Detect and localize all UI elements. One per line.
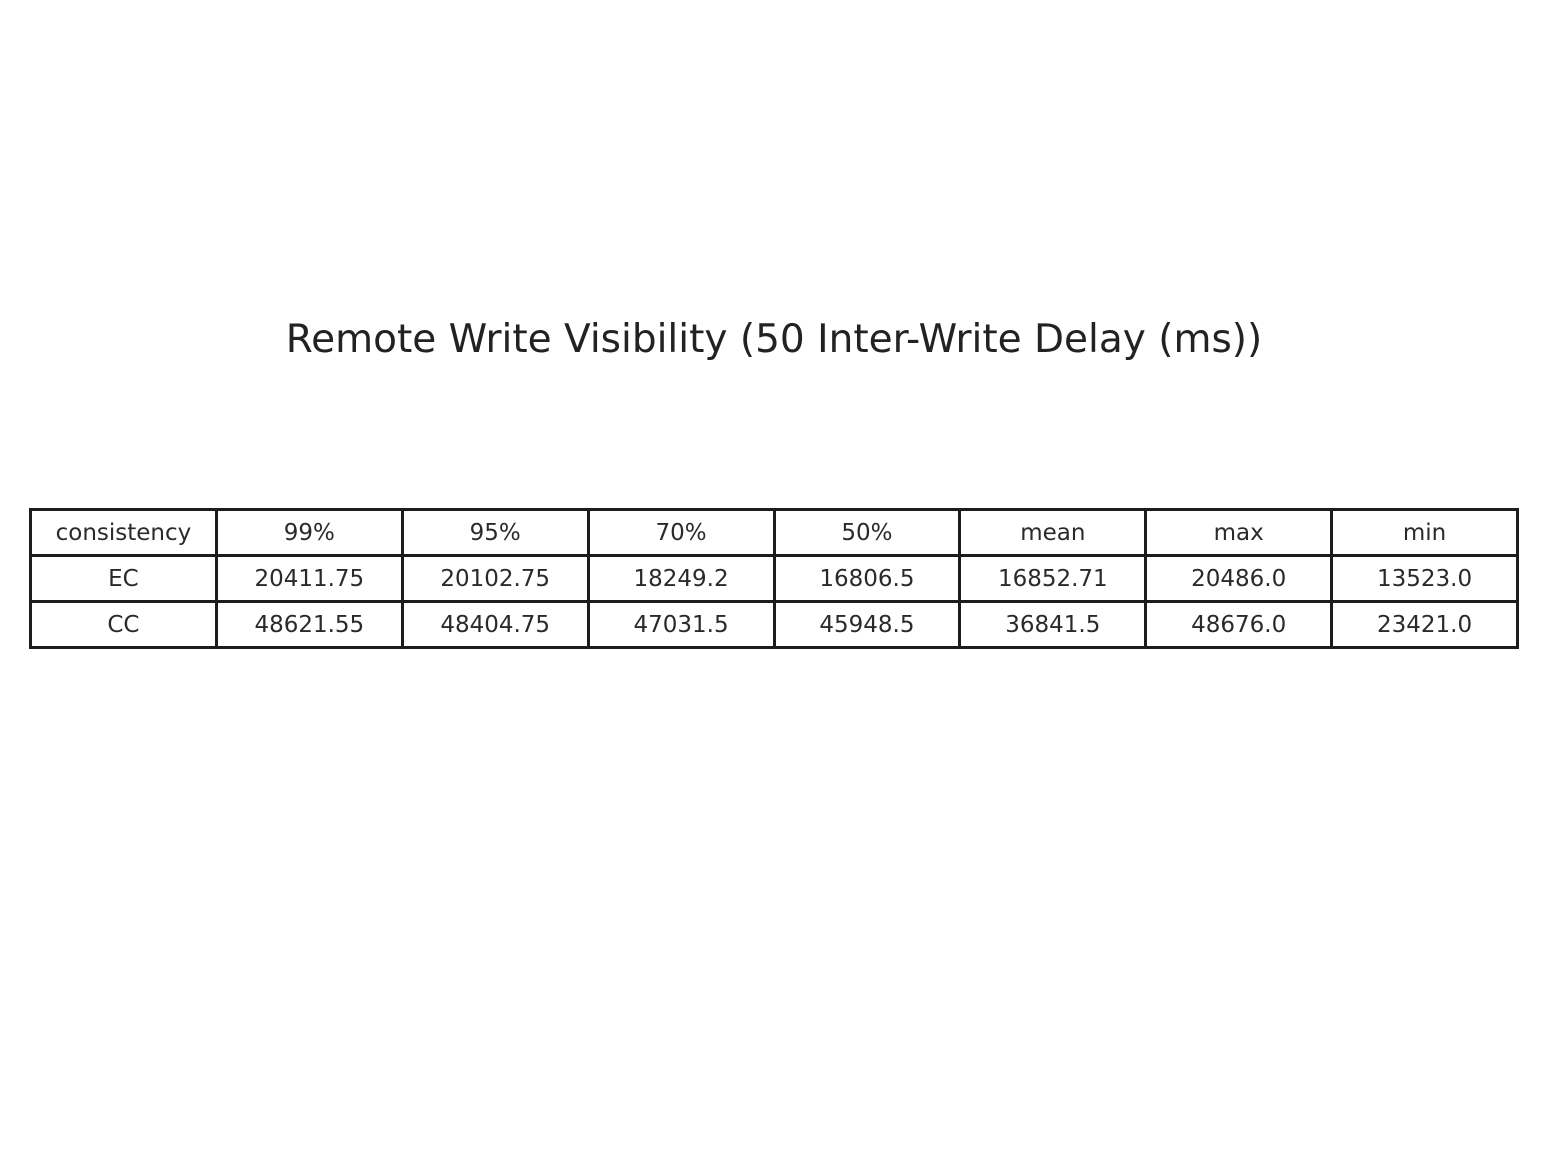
- value-cell: 48621.55: [214, 600, 404, 649]
- header-cell-min: min: [1330, 508, 1519, 557]
- value-cell: 20411.75: [214, 554, 404, 603]
- row-label-cell: EC: [29, 554, 218, 603]
- value-cell: 47031.5: [586, 600, 776, 649]
- value-cell: 16852.71: [958, 554, 1148, 603]
- value-cell: 23421.0: [1330, 600, 1519, 649]
- header-cell-mean: mean: [958, 508, 1148, 557]
- header-cell-max: max: [1144, 508, 1334, 557]
- value-cell: 20102.75: [400, 554, 590, 603]
- table-row-ec: EC 20411.75 20102.75 18249.2 16806.5 168…: [29, 554, 1519, 603]
- stats-table: consistency 99% 95% 70% 50% mean max min…: [29, 508, 1519, 649]
- value-cell: 48404.75: [400, 600, 590, 649]
- header-cell-p95: 95%: [400, 508, 590, 557]
- value-cell: 45948.5: [772, 600, 962, 649]
- header-cell-consistency: consistency: [29, 508, 218, 557]
- header-cell-p99: 99%: [214, 508, 404, 557]
- table-row-cc: CC 48621.55 48404.75 47031.5 45948.5 368…: [29, 600, 1519, 649]
- value-cell: 16806.5: [772, 554, 962, 603]
- value-cell: 13523.0: [1330, 554, 1519, 603]
- value-cell: 20486.0: [1144, 554, 1334, 603]
- row-label-cell: CC: [29, 600, 218, 649]
- table-header-row: consistency 99% 95% 70% 50% mean max min: [29, 508, 1519, 557]
- chart-title: Remote Write Visibility (50 Inter-Write …: [285, 317, 1263, 362]
- value-cell: 36841.5: [958, 600, 1148, 649]
- value-cell: 18249.2: [586, 554, 776, 603]
- header-cell-p70: 70%: [586, 508, 776, 557]
- header-cell-p50: 50%: [772, 508, 962, 557]
- value-cell: 48676.0: [1144, 600, 1334, 649]
